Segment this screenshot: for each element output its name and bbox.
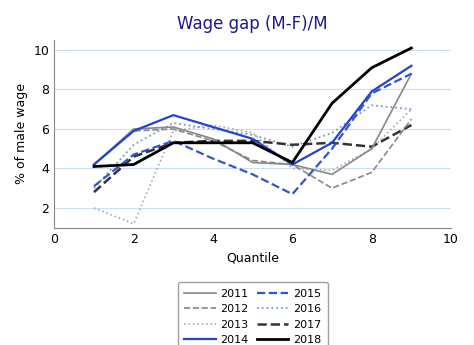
Y-axis label: % of male wage: % of male wage	[15, 83, 28, 185]
X-axis label: Quantile: Quantile	[226, 251, 279, 264]
Legend: 2011, 2012, 2013, 2014, 2015, 2016, 2017, 2018: 2011, 2012, 2013, 2014, 2015, 2016, 2017…	[178, 282, 328, 345]
Title: Wage gap (M-F)/M: Wage gap (M-F)/M	[177, 15, 328, 33]
